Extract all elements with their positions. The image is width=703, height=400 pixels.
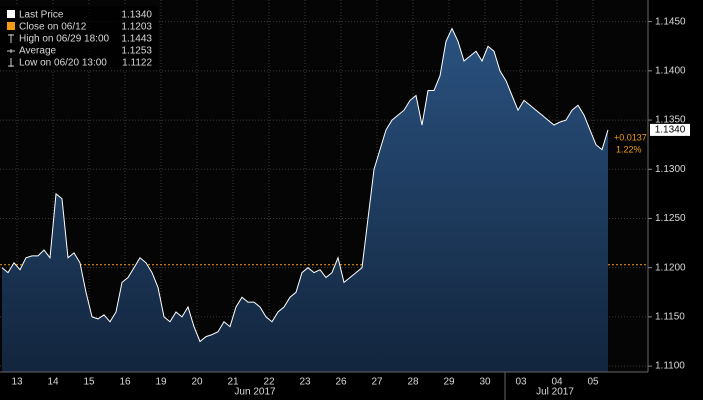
legend-value: 1.1203 xyxy=(121,22,152,33)
legend-background xyxy=(0,6,158,70)
x-group-label: Jul 2017 xyxy=(536,387,574,398)
legend-label: Close on 06/12 xyxy=(19,22,87,33)
y-tick-label: 1.1200 xyxy=(655,262,686,273)
legend-value: 1.1122 xyxy=(122,58,152,69)
change-label: +0.0137 xyxy=(614,132,647,142)
x-tick-label: 23 xyxy=(299,377,311,388)
x-tick-label: 22 xyxy=(263,377,275,388)
legend-value: 1.1443 xyxy=(121,34,152,45)
x-tick-label: 14 xyxy=(47,377,59,388)
y-tick-label: 1.1400 xyxy=(655,65,686,76)
legend-value: 1.1340 xyxy=(121,10,152,21)
y-tick-label: 1.1350 xyxy=(655,115,686,126)
plot xyxy=(1,27,609,372)
x-tick-label: 26 xyxy=(335,377,347,388)
legend: Last Price 1.1340 Close on 06/12 1.1203 … xyxy=(0,6,158,70)
last-price-label: 1.1340 xyxy=(655,125,686,136)
last-price-box xyxy=(650,123,690,136)
x-tick-label: 03 xyxy=(515,377,527,388)
area xyxy=(2,28,608,372)
x-tick-label: 28 xyxy=(407,377,419,388)
x-tick-label: 16 xyxy=(119,377,131,388)
x-group-label: Jun 2017 xyxy=(234,387,276,398)
legend-label: High on 06/29 18:00 xyxy=(19,34,110,45)
legend-icon xyxy=(8,58,14,67)
legend-swatch xyxy=(7,10,15,18)
x-tick-label: 21 xyxy=(227,377,239,388)
x-tick-label: 19 xyxy=(155,377,167,388)
x-tick-label: 15 xyxy=(83,377,95,388)
x-tick-label: 29 xyxy=(443,377,455,388)
legend-icon xyxy=(8,34,14,43)
legend-label: Last Price xyxy=(19,10,64,21)
legend-icon xyxy=(7,49,15,53)
x-tick-label: 13 xyxy=(11,377,23,388)
y-tick-label: 1.1450 xyxy=(655,16,686,27)
y-tick-label: 1.1250 xyxy=(655,213,686,224)
legend-label: Average xyxy=(19,46,57,57)
line xyxy=(1,27,609,343)
change-pct-label: 1.22% xyxy=(616,144,642,154)
y-tick-label: 1.1150 xyxy=(655,312,685,323)
x-tick-label: 27 xyxy=(371,377,383,388)
x-tick-label: 30 xyxy=(479,377,491,388)
y-tick-label: 1.1300 xyxy=(655,164,686,175)
x-tick-label: 05 xyxy=(587,377,599,388)
x-tick-label: 20 xyxy=(191,377,203,388)
legend-value: 1.1253 xyxy=(121,46,152,57)
x-tick-label: 04 xyxy=(551,377,563,388)
legend-swatch xyxy=(7,22,15,30)
legend-label: Low on 06/20 13:00 xyxy=(19,58,107,69)
y-tick-label: 1.1100 xyxy=(655,361,685,372)
